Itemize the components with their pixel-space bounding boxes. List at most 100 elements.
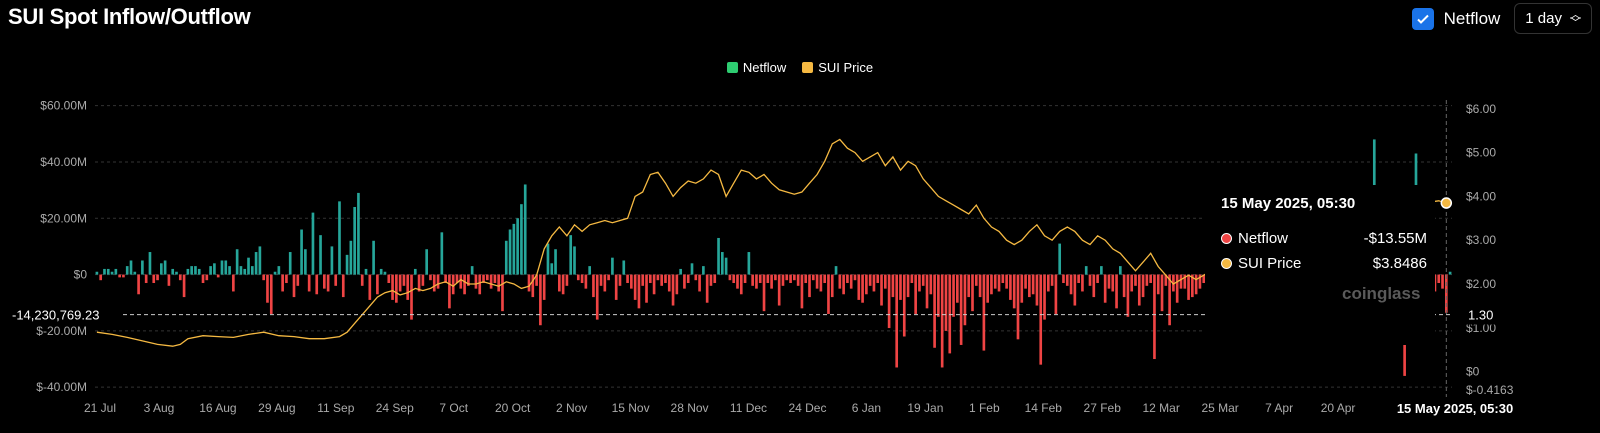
netflow-bar <box>395 274 398 303</box>
netflow-bar <box>550 263 554 275</box>
netflow-bar <box>1024 274 1027 289</box>
netflow-bar <box>952 274 955 317</box>
netflow-bar <box>595 274 599 320</box>
netflow-bar <box>497 274 501 292</box>
netflow-bar <box>209 266 212 275</box>
netflow-bar <box>148 252 152 275</box>
netflow-bar <box>398 274 402 292</box>
netflow-bar <box>751 274 754 286</box>
netflow-bar <box>819 274 823 292</box>
crosshair-right-label: 1.30 <box>1468 308 1493 323</box>
netflow-bar <box>880 274 883 306</box>
netflow-bar <box>338 201 341 275</box>
netflow-bar <box>205 274 209 281</box>
netflow-bar <box>459 274 463 289</box>
netflow-bar <box>713 274 717 284</box>
netflow-bar <box>1126 274 1130 317</box>
x-tick-label: 27 Feb <box>1084 401 1122 415</box>
netflow-bar <box>899 274 902 300</box>
netflow-bar <box>823 274 826 284</box>
netflow-bar <box>417 274 421 292</box>
netflow-bar <box>330 246 334 275</box>
netflow-bar <box>1183 274 1187 289</box>
netflow-bar <box>345 254 349 275</box>
netflow-bar <box>868 274 872 286</box>
netflow-bar <box>410 274 413 320</box>
netflow-bar <box>406 274 410 300</box>
netflow-bar <box>421 274 425 286</box>
netflow-bar <box>679 268 682 275</box>
netflow-bar <box>1194 274 1198 295</box>
netflow-bar <box>296 274 300 286</box>
netflow-bar <box>125 266 129 275</box>
netflow-bar <box>948 274 952 354</box>
netflow-bar <box>235 249 239 275</box>
legend-item-netflow[interactable]: Netflow <box>726 60 786 75</box>
netflow-bar <box>774 274 777 281</box>
netflow-bar <box>520 204 523 275</box>
netflow-bar <box>167 274 171 286</box>
netflow-bar <box>467 274 470 286</box>
chart-legend: Netflow SUI Price <box>0 60 1600 75</box>
x-tick-label: 11 Sep <box>317 401 354 415</box>
netflow-bar <box>728 274 732 281</box>
netflow-bar <box>630 274 633 289</box>
x-tick-label: 11 Dec <box>730 401 767 415</box>
netflow-bar <box>717 237 720 275</box>
netflow-bar <box>573 246 576 275</box>
netflow-bar <box>182 274 186 298</box>
y-right-tick-label: $5.00 <box>1466 146 1496 160</box>
netflow-bar <box>1009 274 1012 300</box>
netflow-bar <box>213 263 216 275</box>
netflow-bar <box>652 274 656 295</box>
netflow-bar <box>201 274 205 284</box>
netflow-bar <box>247 257 250 275</box>
netflow-bar <box>1107 274 1111 289</box>
netflow-bar <box>576 274 580 281</box>
netflow-bar <box>580 274 584 284</box>
crosshair-left-label-bg <box>0 304 120 325</box>
netflow-bar <box>637 274 641 309</box>
netflow-bar <box>413 268 417 275</box>
netflow-bar <box>883 274 887 289</box>
netflow-toggle[interactable]: Netflow <box>1411 7 1500 30</box>
netflow-bar <box>243 268 247 275</box>
x-tick-label: 3 Aug <box>144 401 175 415</box>
period-select[interactable]: 1 day ︿ ﹀ <box>1514 3 1592 34</box>
y-right-tick-label: $3.00 <box>1466 233 1496 247</box>
netflow-bar <box>501 274 504 312</box>
netflow-bar <box>1164 274 1168 286</box>
netflow-bar <box>1175 274 1179 303</box>
netflow-bar <box>1134 274 1137 286</box>
netflow-bar <box>440 232 444 275</box>
netflow-bar <box>660 274 664 286</box>
netflow-bar <box>937 274 940 317</box>
netflow-bar <box>508 229 512 275</box>
netflow-bar <box>876 274 880 284</box>
x-tick-label: 24 Sep <box>376 401 414 415</box>
netflow-bar <box>675 274 679 295</box>
netflow-bar <box>956 274 959 303</box>
netflow-bar <box>838 274 842 289</box>
netflow-bar <box>376 274 379 295</box>
netflow-bar <box>1119 266 1122 275</box>
netflow-bar <box>1077 274 1080 284</box>
checkbox-icon[interactable] <box>1411 7 1434 30</box>
chart-controls: Netflow 1 day ︿ ﹀ <box>1411 3 1592 34</box>
netflow-bar <box>694 274 698 281</box>
netflow-bar <box>569 235 573 275</box>
netflow-bar <box>921 274 925 286</box>
netflow-bar <box>656 274 660 281</box>
netflow-bar <box>747 252 751 275</box>
netflow-bar <box>607 274 610 281</box>
netflow-bar <box>133 271 137 275</box>
netflow-bar <box>861 274 864 303</box>
netflow-bar <box>781 274 785 286</box>
netflow-bar <box>224 260 228 275</box>
legend-item-price[interactable]: SUI Price <box>802 60 873 75</box>
netflow-bar <box>1058 243 1062 275</box>
netflow-bar <box>736 274 739 289</box>
netflow-bar <box>732 274 736 284</box>
x-tick-label: 28 Nov <box>671 401 709 415</box>
y-right-tick-label: $4.00 <box>1466 189 1496 203</box>
